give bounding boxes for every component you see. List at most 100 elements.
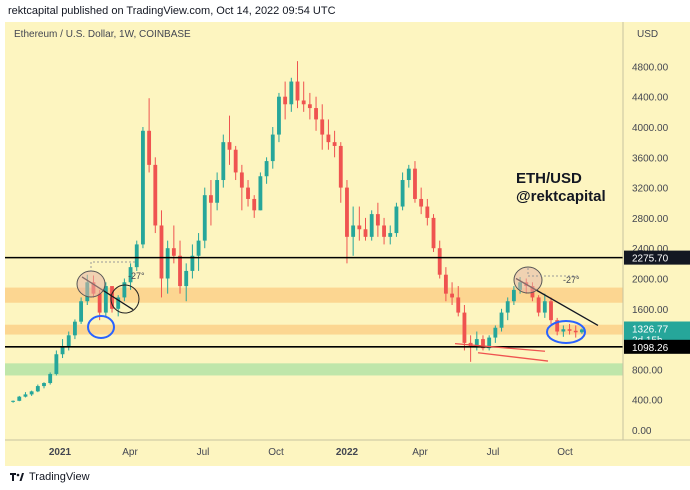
candle-body[interactable] [487, 337, 492, 349]
candle-body[interactable] [505, 301, 510, 313]
candle-body[interactable] [579, 329, 584, 333]
zone-2 [5, 324, 623, 335]
candle-body[interactable] [227, 142, 232, 150]
candle-body[interactable] [301, 100, 306, 105]
price-axis-background[interactable] [623, 22, 690, 440]
plot-area[interactable] [5, 22, 623, 440]
candle-body[interactable] [116, 297, 121, 309]
candle-body[interactable] [326, 134, 331, 143]
candle-body[interactable] [17, 396, 22, 401]
candle-body[interactable] [536, 297, 541, 313]
candle-body[interactable] [542, 301, 547, 313]
candle-body[interactable] [103, 286, 108, 313]
candle-body[interactable] [351, 225, 356, 237]
candle-body[interactable] [141, 130, 145, 245]
candle-body[interactable] [561, 329, 566, 332]
candle-body[interactable] [60, 346, 65, 355]
candle-body[interactable] [178, 255, 182, 287]
candle-body[interactable] [462, 312, 467, 343]
candle-body[interactable] [147, 130, 152, 165]
candle-body[interactable] [128, 267, 133, 283]
candle-body[interactable] [400, 180, 405, 207]
candle-body[interactable] [252, 198, 257, 211]
candle-body[interactable] [511, 289, 516, 302]
candle-body[interactable] [493, 327, 498, 338]
candle-body[interactable] [555, 320, 560, 332]
candle-body[interactable] [134, 244, 139, 268]
candle-body[interactable] [23, 394, 28, 397]
candle-body[interactable] [246, 187, 250, 199]
candle-body[interactable] [437, 248, 442, 275]
time-tick-label: 2022 [336, 447, 359, 458]
candle-body[interactable] [419, 198, 424, 207]
candle-body[interactable] [369, 214, 374, 237]
candle-body[interactable] [29, 391, 34, 395]
candle-body[interactable] [270, 134, 275, 162]
candle-body[interactable] [474, 339, 479, 347]
candle-body[interactable] [375, 214, 380, 226]
candle-body[interactable] [122, 282, 127, 298]
candle-body[interactable] [202, 195, 207, 241]
candle-body[interactable] [48, 373, 53, 384]
price-tick-label: 4000.00 [632, 123, 669, 134]
candle-body[interactable] [567, 329, 572, 331]
candle-body[interactable] [314, 108, 318, 120]
time-tick-label: Apr [412, 447, 428, 458]
candle-body[interactable] [425, 206, 430, 218]
candle-body[interactable] [66, 335, 71, 347]
candle-body[interactable] [332, 142, 337, 146]
pct-label-left: -27° [128, 271, 145, 281]
candle-body[interactable] [97, 293, 102, 313]
candle-body[interactable] [394, 206, 399, 234]
candle-body[interactable] [549, 301, 553, 321]
candle-body[interactable] [264, 161, 269, 177]
candle-body[interactable] [481, 339, 485, 349]
candle-body[interactable] [159, 225, 164, 279]
candle-body[interactable] [357, 225, 362, 230]
candle-body[interactable] [233, 149, 238, 173]
candle-body[interactable] [209, 195, 213, 203]
candle-body[interactable] [171, 248, 176, 256]
candle-body[interactable] [450, 293, 454, 298]
footer-brand[interactable]: TradingView [10, 471, 90, 483]
candle-body[interactable] [42, 383, 46, 387]
candle-body[interactable] [382, 225, 386, 237]
candle-body[interactable] [573, 330, 578, 333]
candle-body[interactable] [443, 274, 448, 294]
candle-body[interactable] [406, 168, 411, 181]
candle-body[interactable] [499, 312, 504, 328]
candle-body[interactable] [221, 142, 226, 181]
candle-body[interactable] [345, 187, 349, 237]
candle-body[interactable] [196, 240, 201, 256]
candle-body[interactable] [388, 233, 393, 237]
candle-body[interactable] [320, 119, 325, 135]
time-axis-background[interactable] [5, 440, 690, 466]
candle-body[interactable] [239, 172, 244, 188]
candle-body[interactable] [54, 354, 59, 374]
candle-body[interactable] [35, 386, 40, 392]
retest-ellipse-right [546, 320, 586, 344]
candle-body[interactable] [431, 217, 436, 249]
candle-body[interactable] [79, 301, 84, 322]
candle-body[interactable] [190, 255, 195, 271]
candle-body[interactable] [165, 248, 170, 279]
candle-body[interactable] [289, 81, 294, 105]
candle-body[interactable] [184, 270, 189, 287]
candle-body[interactable] [73, 321, 77, 336]
candle-body[interactable] [307, 104, 312, 109]
candle-body[interactable] [338, 145, 343, 188]
candle-body[interactable] [11, 400, 16, 402]
candle-body[interactable] [363, 229, 368, 237]
candle-body[interactable] [110, 286, 114, 309]
candle-body[interactable] [153, 164, 158, 226]
candle-body[interactable] [295, 81, 300, 101]
candle-body[interactable] [215, 180, 220, 203]
candle-body[interactable] [456, 297, 461, 313]
candle-body[interactable] [413, 168, 417, 199]
candle-body[interactable] [277, 96, 281, 135]
pct-label-right: -27° [563, 275, 580, 285]
candle-body[interactable] [283, 96, 288, 105]
candle-body[interactable] [258, 176, 263, 211]
